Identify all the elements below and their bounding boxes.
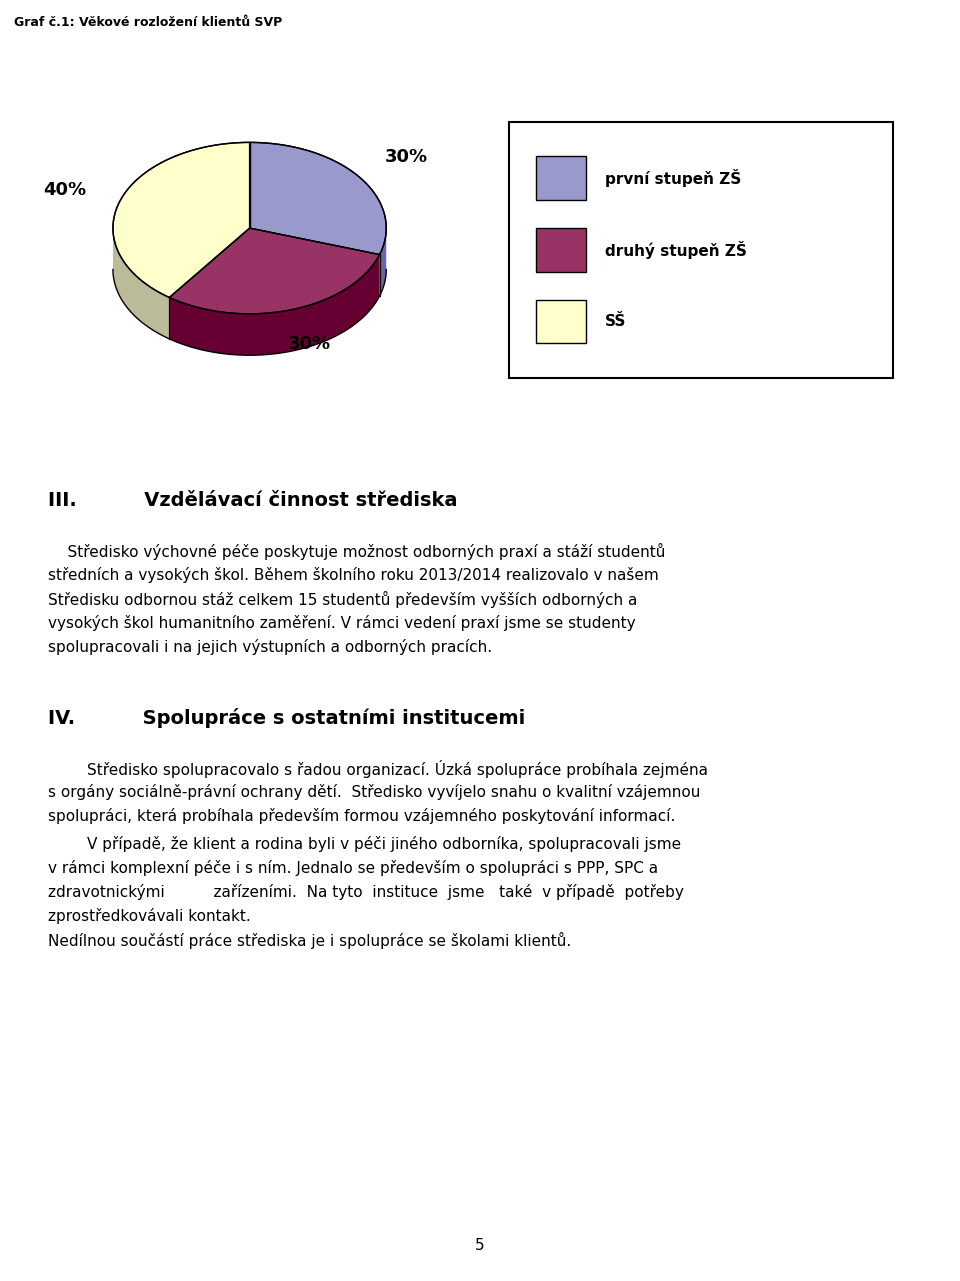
Bar [536,156,586,200]
Bar [536,300,586,343]
Text: 5: 5 [475,1237,485,1253]
Text: V případě, že klient a rodina byli v péči jiného odborníka, spolupracovali jsme: V případě, že klient a rodina byli v péč… [48,836,682,852]
Text: III.          Vzdělávací činnost střediska: III. Vzdělávací činnost střediska [48,491,458,510]
Text: 40%: 40% [43,182,86,200]
Text: 30%: 30% [385,147,428,165]
Text: IV.          Spolupráce s ostatními institucemi: IV. Spolupráce s ostatními institucemi [48,708,525,728]
Text: spolupráci, která probíhala především formou vzájemného poskytování informací.: spolupráci, která probíhala především fo… [48,808,676,824]
Polygon shape [113,229,169,339]
Text: zprostředkovávali kontakt.: zprostředkovávali kontakt. [48,908,251,924]
Text: Nedílnou součástí práce střediska je i spolupráce se školami klientů.: Nedílnou součástí práce střediska je i s… [48,933,571,949]
Text: Středisko výchovné péče poskytuje možnost odborných praxí a stáží studentů: Středisko výchovné péče poskytuje možnos… [48,543,665,560]
Text: středních a vysokých škol. Během školního roku 2013/2014 realizovalo v našem: středních a vysokých škol. Během školníh… [48,567,659,583]
Text: v rámci komplexní péče i s ním. Jednalo se především o spolupráci s PPP, SPC a: v rámci komplexní péče i s ním. Jednalo … [48,860,659,876]
Text: SŠ: SŠ [605,314,626,329]
Text: spolupracovali i na jejich výstupních a odborných pracích.: spolupracovali i na jejich výstupních a … [48,639,492,655]
Text: první stupeň ZŠ: první stupeň ZŠ [605,169,741,187]
Text: druhý stupeň ZŠ: druhý stupeň ZŠ [605,241,747,259]
Text: Středisku odbornou stáž celkem 15 studentů především vyšších odborných a: Středisku odbornou stáž celkem 15 studen… [48,591,637,608]
Text: Středisko spolupracovalo s řadou organizací. Úzká spolupráce probíhala zejména: Středisko spolupracovalo s řadou organiz… [48,760,708,778]
Text: vysokých škol humanitního zaměření. V rámci vedení praxí jsme se studenty: vysokých škol humanitního zaměření. V rá… [48,615,636,632]
Polygon shape [169,228,379,314]
Bar [536,228,586,272]
Polygon shape [113,142,250,297]
Polygon shape [250,142,386,255]
FancyBboxPatch shape [509,122,893,378]
Text: zdravotnickými          zařízeními.  Na tyto  instituce  jsme   také  v případě : zdravotnickými zařízeními. Na tyto insti… [48,884,684,901]
Text: s orgány sociálně-právní ochrany dětí.  Středisko vyvíjelo snahu o kvalitní vzáj: s orgány sociálně-právní ochrany dětí. S… [48,784,701,801]
Text: Graf č.1: Věkové rozložení klientů SVP: Graf č.1: Věkové rozložení klientů SVP [14,15,282,29]
Polygon shape [379,228,386,296]
Text: 30%: 30% [288,334,331,352]
Polygon shape [169,255,379,355]
